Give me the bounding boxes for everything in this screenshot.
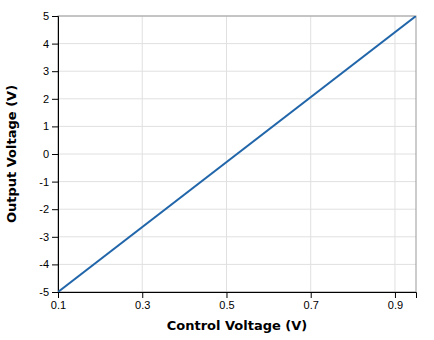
y-tick-label: 4	[43, 38, 49, 50]
chart: 0.1 0.3 0.5 0.7 0.9 -5 -4 -3 -2 -1 0 1 2 3 4 5 Control V…	[0, 0, 434, 340]
y-tick-mark	[52, 209, 58, 210]
y-tick-mark	[52, 292, 58, 293]
y-tick: -5	[39, 286, 58, 298]
y-tick-mark	[52, 237, 58, 238]
plot-frame	[58, 16, 416, 292]
y-tick: -2	[39, 203, 58, 215]
y-tick: 1	[43, 120, 58, 132]
y-tick-mark	[52, 182, 58, 183]
y-tick: 5	[43, 10, 58, 22]
x-axis-title: Control Voltage (V)	[167, 318, 308, 333]
y-tick-label: 0	[43, 148, 49, 160]
x-tick-mark	[226, 292, 227, 298]
plot: 0.1 0.3 0.5 0.7 0.9 -5 -4 -3 -2 -1 0 1 2 3 4 5	[39, 10, 416, 311]
x-axis: 0.1 0.3 0.5 0.7 0.9	[51, 292, 417, 311]
grid-line-y	[58, 98, 416, 99]
x-tick-mark	[395, 292, 396, 298]
y-axis-title: Output Voltage (V)	[4, 85, 19, 223]
y-tick-mark	[52, 154, 58, 155]
data-line	[58, 16, 416, 292]
grid	[58, 16, 416, 292]
y-tick-mark	[52, 264, 58, 265]
y-tick: -3	[39, 231, 58, 243]
x-tick-mark	[311, 292, 312, 298]
y-tick-label: -4	[39, 258, 49, 270]
x-tick: 0.7	[304, 292, 319, 311]
grid-line-y	[58, 43, 416, 44]
y-tick-mark	[52, 126, 58, 127]
y-tick: -4	[39, 258, 58, 270]
x-tick: 0.5	[219, 292, 234, 311]
y-tick-label: -5	[39, 286, 49, 298]
x-tick: 0.1	[51, 292, 66, 311]
grid-line-y	[58, 181, 416, 182]
y-tick-mark	[52, 44, 58, 45]
x-tick-label: 0.1	[51, 299, 66, 311]
x-tick-label: 0.7	[304, 299, 319, 311]
y-tick-label: 3	[43, 65, 49, 77]
y-tick: 4	[43, 38, 58, 50]
y-axis-line	[52, 17, 59, 293]
x-tick-label: 0.9	[388, 299, 403, 311]
x-tick: 0.9	[388, 292, 403, 311]
y-tick: 0	[43, 148, 58, 160]
grid-line-y	[58, 71, 416, 72]
x-tick-label: 0.5	[219, 299, 234, 311]
x-tick-mark	[142, 292, 143, 298]
grid-line-y	[58, 236, 416, 237]
x-axis-line	[59, 293, 417, 299]
y-tick-mark	[52, 99, 58, 100]
y-tick-label: 5	[43, 10, 49, 22]
grid-line-y	[58, 264, 416, 265]
marks	[58, 16, 416, 292]
y-tick-label: 1	[43, 120, 49, 132]
y-tick: 2	[43, 93, 58, 105]
x-tick-label: 0.3	[135, 299, 150, 311]
x-tick: 0.3	[135, 292, 150, 311]
y-tick: -1	[39, 176, 58, 188]
y-tick-label: 2	[43, 93, 49, 105]
y-tick-label: -1	[39, 176, 49, 188]
y-tick-label: -3	[39, 231, 49, 243]
grid-line-y	[58, 209, 416, 210]
y-tick-mark	[52, 71, 58, 72]
y-axis: -5 -4 -3 -2 -1 0 1 2 3 4 5	[39, 10, 58, 298]
y-tick: 3	[43, 65, 58, 77]
y-tick-label: -2	[39, 203, 49, 215]
y-tick-mark	[52, 16, 58, 17]
grid-line-y	[58, 126, 416, 127]
